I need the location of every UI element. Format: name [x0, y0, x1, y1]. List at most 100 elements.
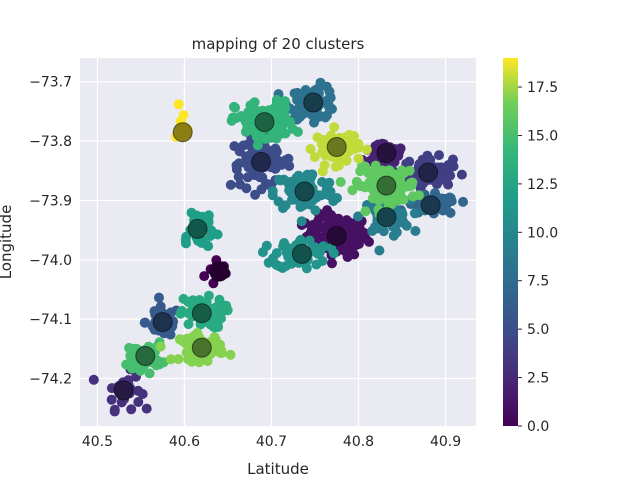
colorbar-tick-label: 10.0 [527, 225, 558, 241]
data-point [360, 233, 371, 244]
centroid-markers [113, 92, 441, 401]
centroid-marker [254, 112, 275, 133]
data-point [330, 161, 341, 172]
y-tick-label: −74.0 [29, 253, 72, 269]
centroid-marker [420, 195, 441, 216]
chart-title: mapping of 20 clusters [192, 35, 365, 53]
data-point [154, 292, 164, 303]
colorbar-tick-label: 7.5 [527, 274, 549, 290]
y-tick-label: −73.8 [29, 134, 72, 150]
centroid-marker [291, 243, 312, 264]
centroid-shade [292, 244, 312, 264]
data-point [309, 152, 320, 163]
data-point [274, 156, 285, 167]
centroid-shade [418, 163, 438, 183]
data-point [397, 214, 407, 224]
colorbar-ticks: 0.0 2.5 5.0 7.5 10.0 12.5 15.0 17.5 [518, 80, 558, 435]
data-point [369, 222, 380, 232]
data-points [88, 77, 468, 417]
data-point [133, 397, 144, 407]
centroid-shade [327, 137, 347, 157]
y-axis-label: Longitude [0, 205, 15, 280]
data-point [199, 271, 210, 282]
data-point [252, 140, 263, 151]
centroid-marker [294, 181, 315, 202]
data-point [409, 208, 420, 219]
data-point [361, 144, 372, 155]
centroid-shade [153, 312, 173, 332]
data-point [204, 319, 215, 329]
data-point [333, 216, 343, 227]
data-point [194, 295, 205, 305]
x-tick-label: 40.6 [169, 434, 200, 450]
data-point [175, 308, 186, 319]
data-point [320, 150, 331, 161]
centroid-shade [173, 122, 193, 142]
data-point [388, 230, 399, 241]
data-point [212, 317, 223, 328]
data-point [324, 102, 335, 113]
centroid-shade [188, 219, 207, 239]
data-point [249, 170, 260, 180]
centroid-marker [187, 218, 208, 239]
data-point [225, 349, 236, 360]
data-point [360, 206, 371, 217]
data-point [386, 199, 397, 210]
centroid-marker [251, 151, 271, 172]
data-point [309, 117, 319, 128]
centroid-shade [303, 93, 323, 112]
colorbar [503, 58, 518, 426]
data-point [285, 176, 296, 187]
data-point [292, 126, 303, 137]
centroid-marker [135, 346, 156, 366]
colorbar-tick-label: 12.5 [527, 177, 558, 193]
centroid-shade [421, 195, 441, 215]
data-point [178, 293, 189, 304]
data-point [325, 92, 336, 103]
data-point [229, 101, 239, 112]
data-point [444, 161, 455, 172]
data-point [321, 110, 332, 121]
data-point [286, 258, 297, 269]
data-point [144, 368, 155, 379]
data-point [406, 180, 417, 191]
centroid-shade [327, 226, 347, 246]
data-point [438, 205, 449, 216]
y-tick-label: −73.7 [29, 75, 72, 91]
centroid-marker [209, 261, 230, 282]
data-point [275, 175, 286, 186]
data-point [137, 389, 148, 399]
centroid-marker [418, 162, 439, 183]
data-point [296, 216, 307, 227]
data-point [205, 231, 216, 242]
centroid-shade [192, 303, 212, 323]
data-point [309, 242, 320, 253]
centroid-shade [251, 152, 271, 172]
data-point [155, 341, 166, 352]
data-point [275, 128, 286, 139]
data-point [261, 240, 272, 251]
centroid-marker [326, 226, 347, 247]
data-point [335, 177, 346, 187]
data-point [221, 300, 232, 311]
data-point [317, 177, 328, 187]
y-tick-label: −74.2 [29, 372, 72, 388]
centroid-shade [255, 112, 274, 132]
x-tick-label: 40.7 [256, 434, 287, 450]
data-point [374, 245, 385, 256]
data-point [242, 158, 253, 168]
data-point [250, 189, 261, 200]
data-point [323, 190, 334, 201]
colorbar-tick-label: 17.5 [527, 80, 558, 96]
data-point [277, 263, 288, 273]
centroid-shade [376, 207, 396, 227]
y-tick-label: −74.1 [29, 312, 72, 328]
centroid-shade [295, 182, 314, 201]
y-tick-label: −73.9 [29, 193, 72, 209]
data-point [313, 84, 324, 95]
data-point [88, 374, 99, 385]
data-point [280, 200, 291, 211]
centroid-marker [376, 207, 397, 228]
data-point [310, 228, 321, 239]
data-point [369, 166, 380, 177]
